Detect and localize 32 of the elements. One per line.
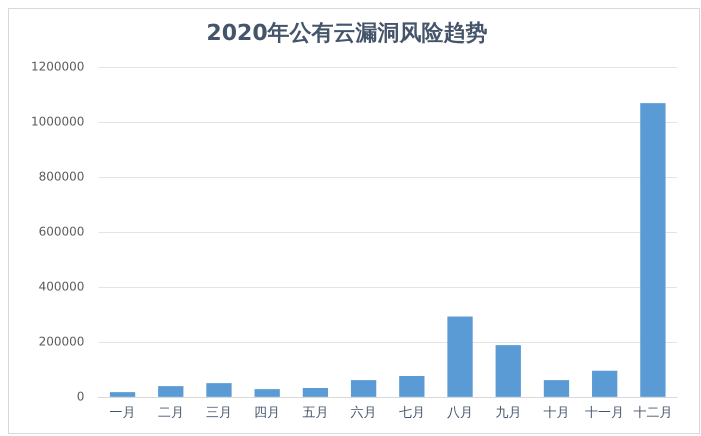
bar xyxy=(254,389,280,397)
x-tick-label: 十二月 xyxy=(633,406,672,421)
y-tick-label: 1200000 xyxy=(30,60,84,74)
y-tick-label: 200000 xyxy=(38,334,84,349)
y-tick-label: 400000 xyxy=(38,280,84,294)
bar xyxy=(544,380,570,397)
x-tick-label: 五月 xyxy=(302,406,328,421)
bar xyxy=(206,383,232,397)
y-tick-label: 1000000 xyxy=(30,114,84,129)
bar xyxy=(496,345,521,397)
x-tick-label: 三月 xyxy=(206,406,232,421)
bar xyxy=(447,316,473,397)
bar xyxy=(592,370,618,397)
bar xyxy=(158,386,184,397)
x-tick-label: 一月 xyxy=(110,406,136,421)
y-tick-label: 600000 xyxy=(38,224,84,239)
x-tick-label: 二月 xyxy=(158,406,184,421)
chart-title: 2020年公有云漏洞风险趋势 xyxy=(206,20,488,46)
x-tick-label: 八月 xyxy=(447,406,474,421)
y-tick-label: 800000 xyxy=(38,170,84,184)
bar xyxy=(110,392,136,397)
x-tick-label: 四月 xyxy=(254,406,280,421)
x-tick-label: 十一月 xyxy=(585,406,624,421)
bar xyxy=(399,376,424,397)
x-tick-label: 十月 xyxy=(543,406,570,421)
x-tick-label: 九月 xyxy=(495,406,522,421)
bar xyxy=(350,380,376,397)
x-tick-label: 七月 xyxy=(398,406,425,421)
y-tick-label: 0 xyxy=(76,390,84,404)
x-tick-label: 六月 xyxy=(350,406,377,421)
bar xyxy=(640,103,666,397)
bar xyxy=(302,388,328,397)
